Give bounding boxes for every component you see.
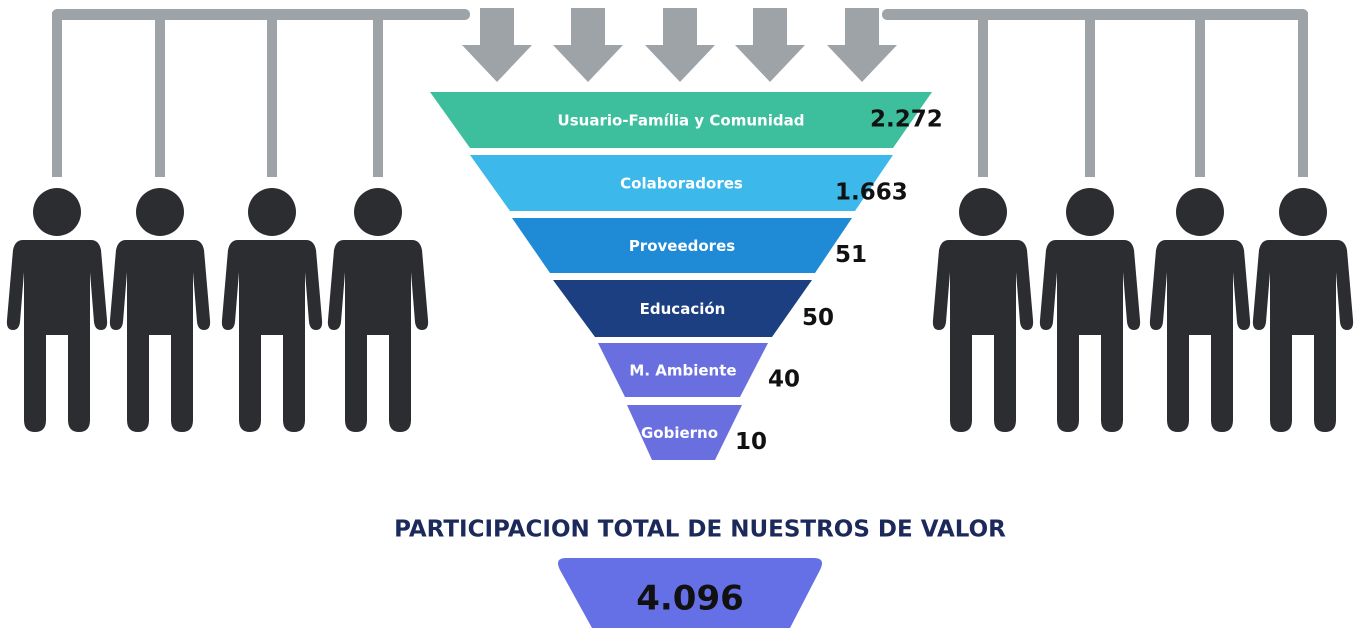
person-head [1176, 188, 1224, 236]
person-head [136, 188, 184, 236]
funnel-stage [598, 343, 768, 397]
stage-value: 1.663 [835, 180, 908, 206]
stage-label: Colaboradores [620, 175, 743, 193]
person-body [221, 240, 323, 432]
connector-line [373, 12, 383, 177]
person-head [1279, 188, 1327, 236]
stage-value: 10 [735, 429, 767, 455]
arrows [462, 8, 897, 82]
person [6, 12, 108, 432]
person-body [1149, 240, 1251, 432]
total-shape [558, 558, 822, 628]
arrow [462, 8, 532, 82]
person-head [33, 188, 81, 236]
person [1039, 12, 1141, 432]
person-head [1066, 188, 1114, 236]
connector-line [978, 12, 988, 177]
stage-value: 40 [768, 367, 800, 393]
stage-label: Gobierno [641, 424, 718, 442]
funnel-stage [553, 280, 812, 337]
connector-line [1195, 12, 1205, 177]
total-value: 4.096 [636, 579, 744, 619]
funnel: Usuario-Família y Comunidad 2.272 Colabora… [430, 92, 943, 460]
connector-line [1085, 12, 1095, 177]
arrow [827, 8, 897, 82]
stage-label: Educación [640, 300, 726, 318]
stage-value: 50 [802, 305, 834, 331]
person-head [959, 188, 1007, 236]
stage-label: M. Ambiente [629, 362, 736, 380]
funnel-stage [627, 405, 742, 460]
person [327, 12, 429, 432]
person-head [248, 188, 296, 236]
person [1252, 12, 1354, 432]
arrow [553, 8, 623, 82]
person [109, 12, 211, 432]
connector-line [1298, 12, 1308, 177]
total-title: PARTICIPACION TOTAL DE NUESTROS DE VALOR [394, 517, 1006, 543]
person-body [109, 240, 211, 432]
person-head [354, 188, 402, 236]
person-body [327, 240, 429, 432]
funnel-stage [470, 155, 893, 211]
person [1149, 12, 1251, 432]
funnel-stage [430, 92, 932, 148]
top-bar-left [52, 9, 470, 20]
connector-line [52, 12, 62, 177]
person-body [932, 240, 1034, 432]
arrow [735, 8, 805, 82]
person [932, 12, 1034, 432]
stage-label: Proveedores [629, 237, 735, 255]
person-body [6, 240, 108, 432]
stage-label: Usuario-Família y Comunidad [558, 112, 805, 130]
people [6, 12, 1354, 432]
stage-value: 2.272 [870, 107, 943, 133]
person-body [1252, 240, 1354, 432]
connector-line [155, 12, 165, 177]
person [221, 12, 323, 432]
person-body [1039, 240, 1141, 432]
funnel-stage [512, 218, 852, 273]
stage-value: 51 [835, 242, 867, 268]
connector-line [267, 12, 277, 177]
arrow [645, 8, 715, 82]
